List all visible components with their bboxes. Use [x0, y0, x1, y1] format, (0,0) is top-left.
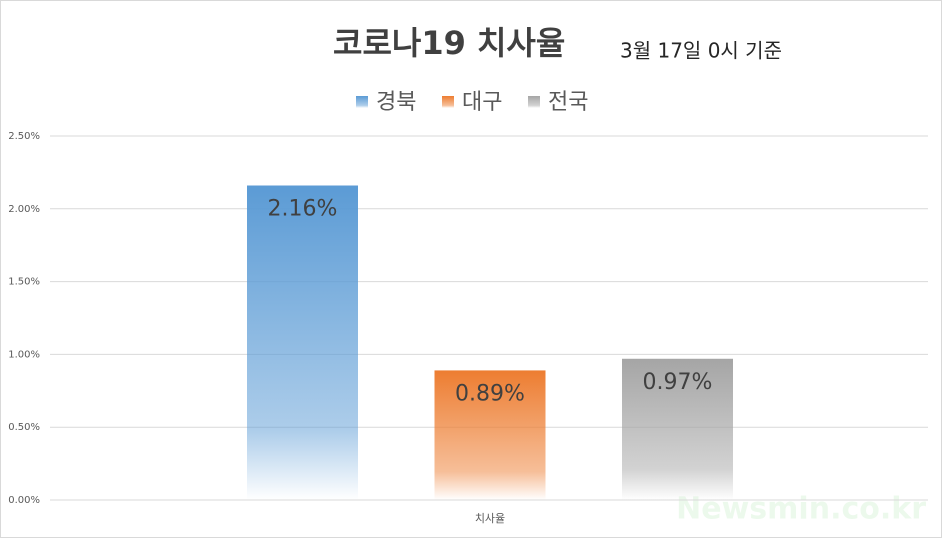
data-label: 0.89%	[455, 381, 525, 406]
bar	[434, 370, 546, 500]
data-label: 2.16%	[268, 197, 338, 222]
legend-label: 전국	[548, 90, 588, 115]
data-label: 0.97%	[643, 370, 713, 395]
chart-subtitle: 3월 17일 0시 기준	[620, 39, 782, 63]
y-tick-label: 2.50%	[8, 131, 40, 142]
bar	[622, 358, 733, 500]
legend-marker	[442, 96, 454, 108]
legend-marker	[356, 96, 368, 108]
y-tick-label: 2.00%	[8, 204, 40, 215]
y-tick-label: 0.50%	[8, 422, 40, 433]
y-tick-label: 0.00%	[8, 495, 40, 506]
x-tick-label: 치사율	[475, 512, 505, 525]
legend-label: 경북	[376, 90, 416, 115]
y-tick-label: 1.50%	[8, 277, 40, 288]
bar	[247, 185, 358, 500]
chart-title: 코로나19 치사율	[333, 24, 565, 62]
y-tick-label: 1.00%	[8, 349, 40, 360]
legend-marker	[528, 96, 540, 108]
legend-label: 대구	[462, 90, 502, 115]
